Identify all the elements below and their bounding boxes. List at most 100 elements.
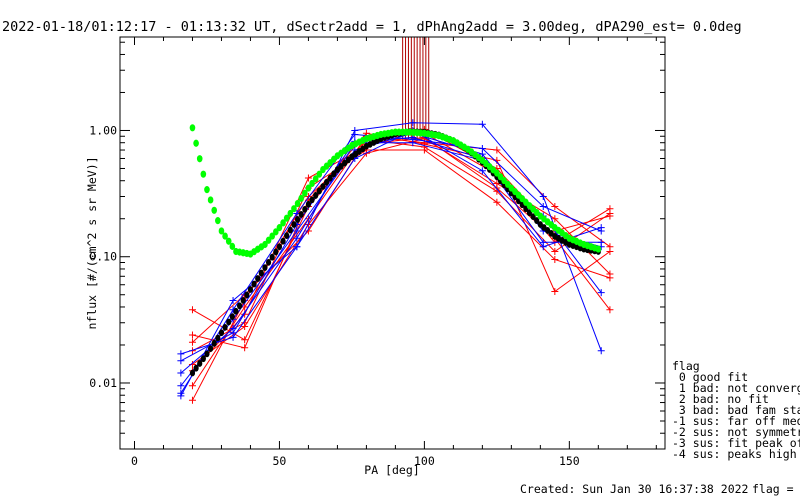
y-tick-label: 0.01 [89, 376, 117, 390]
fit-point [204, 350, 210, 358]
fit-point [262, 264, 268, 272]
fit-point [294, 216, 301, 223]
data-point [177, 357, 185, 365]
data-point [420, 143, 428, 151]
data-point [188, 338, 196, 346]
x-axis-label: PA [deg] [364, 463, 419, 477]
fit-point [215, 217, 221, 225]
data-point [551, 215, 559, 223]
fit-point [247, 286, 254, 293]
fit-point [240, 296, 246, 304]
fit-point [323, 178, 330, 186]
fit-point [222, 232, 228, 240]
fit-point [251, 280, 257, 288]
data-point [188, 331, 196, 339]
red-series [188, 129, 614, 344]
fit-point [229, 313, 235, 321]
data-point [241, 344, 249, 352]
fit-point [204, 186, 210, 194]
fit-point [269, 253, 275, 261]
data-point [606, 243, 614, 251]
legend-item: 0 good fit [672, 370, 748, 384]
data-point [177, 369, 185, 377]
fit-point [287, 226, 293, 234]
data-point [177, 392, 185, 400]
fit-point [280, 237, 286, 245]
fit-point [309, 196, 315, 204]
blue-series [177, 139, 605, 377]
fit-point [189, 369, 196, 377]
data-point [241, 323, 249, 331]
data-point [229, 329, 237, 337]
y-axis-label: nflux [#/(cm^2 s sr MeV)] [85, 156, 99, 329]
data-point [293, 243, 301, 251]
fit-point [302, 189, 308, 197]
fit-point [291, 205, 297, 213]
series-line [180, 133, 602, 394]
fit-point [189, 124, 196, 132]
data-point [304, 174, 312, 182]
fit-point [200, 355, 206, 363]
fit-point [197, 360, 203, 367]
data-point [493, 198, 501, 206]
legend-item: 2 bad: no fit [672, 392, 769, 406]
red-series [188, 129, 614, 352]
fit-point [262, 240, 268, 249]
axes: 0 50 100 150 0.01 0.10 1.00 [89, 37, 665, 468]
fit-point [294, 199, 301, 208]
fit-point [595, 245, 602, 253]
data-point [539, 202, 547, 210]
green-fit-curve [189, 124, 602, 258]
data-point [304, 192, 312, 200]
fit-point [273, 228, 279, 236]
plot-frame [119, 36, 666, 450]
data-point [478, 120, 486, 128]
data-point [606, 209, 614, 217]
legend-item: -2 sus: not symmetric [672, 425, 800, 439]
fit-point [233, 307, 239, 315]
fit-point [265, 236, 272, 244]
data-point [551, 202, 559, 210]
series-line [180, 122, 602, 355]
fit-point [258, 269, 264, 277]
data-point [606, 306, 614, 314]
fit-point [327, 174, 333, 182]
legend-item: -4 sus: peaks high v [672, 447, 800, 461]
fit-point [273, 248, 279, 256]
data-point [177, 350, 185, 358]
created-timestamp: Created: Sun Jan 30 16:37:38 2022 [520, 482, 748, 496]
fit-point [225, 237, 232, 245]
fit-point [284, 232, 290, 240]
fit-point [269, 232, 275, 240]
flag-value: flag = 0 [752, 482, 800, 496]
data-point [409, 119, 417, 127]
fit-point [298, 194, 304, 202]
data-point [188, 396, 196, 404]
fit-point [320, 183, 326, 190]
data-point [293, 234, 301, 242]
chart-title: 2022-01-18/01:12:17 - 01:13:32 UT, dSect… [2, 19, 742, 35]
fit-point [226, 318, 232, 326]
series-line [192, 135, 611, 387]
x-tick-label: 0 [131, 454, 138, 468]
data-point [493, 146, 501, 154]
data-point [597, 347, 605, 355]
fit-point [276, 243, 283, 251]
fit-point [200, 170, 207, 178]
series-line [180, 129, 602, 397]
fit-point [291, 221, 297, 228]
data-point [551, 288, 559, 296]
data-point [597, 224, 605, 232]
fit-point [229, 242, 236, 250]
data-point [597, 289, 605, 297]
fit-point [313, 192, 319, 199]
data-point [241, 336, 249, 344]
series-line [192, 132, 611, 349]
data-point [539, 238, 547, 246]
series-line [192, 138, 611, 365]
legend-item: -1 sus: far off medic [672, 414, 800, 428]
legend-item: -3 sus: fit peak off 9 [672, 436, 800, 450]
fit-point [316, 187, 322, 195]
data-point [539, 192, 547, 200]
